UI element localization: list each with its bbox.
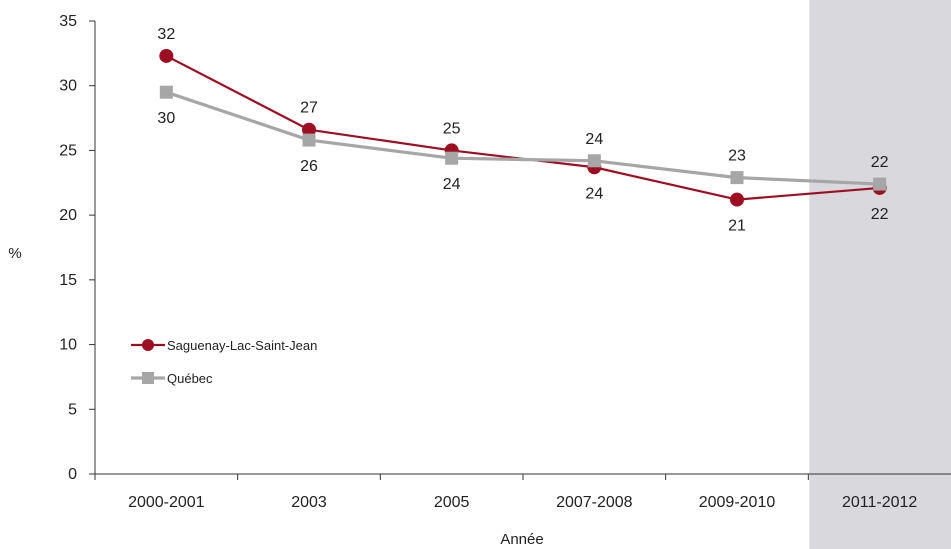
data-point-quebec xyxy=(159,85,173,99)
x-tick-label: 2007-2008 xyxy=(556,494,633,511)
data-label-quebec: 23 xyxy=(728,148,746,165)
data-point-quebec xyxy=(445,151,459,165)
data-point-quebec xyxy=(730,171,744,185)
legend-marker-quebec xyxy=(142,372,154,384)
x-axis-title: Année xyxy=(500,531,543,548)
data-label-quebec: 26 xyxy=(300,158,318,175)
data-point-quebec xyxy=(302,133,316,147)
legend-label-quebec: Québec xyxy=(167,371,213,386)
data-label-quebec: 24 xyxy=(443,176,461,193)
y-tick-label: 35 xyxy=(59,13,77,30)
y-tick-label: 10 xyxy=(59,337,77,354)
x-tick-label: 2003 xyxy=(291,494,327,511)
data-point-quebec xyxy=(873,177,887,191)
data-label-saguenay-lac-saint-jean: 25 xyxy=(443,120,461,137)
legend-marker-saguenay-lac-saint-jean xyxy=(142,339,154,351)
y-tick-label: 20 xyxy=(59,207,77,224)
data-label-quebec: 22 xyxy=(871,154,889,171)
data-point-saguenay-lac-saint-jean xyxy=(302,122,316,137)
data-point-quebec xyxy=(587,154,601,168)
data-label-saguenay-lac-saint-jean: 32 xyxy=(157,26,175,43)
y-tick-label: 25 xyxy=(59,142,77,159)
y-tick-label: 5 xyxy=(68,401,77,418)
series-line-quebec xyxy=(165,90,880,186)
y-tick-label: 0 xyxy=(68,466,77,483)
data-label-saguenay-lac-saint-jean: 27 xyxy=(300,100,318,117)
data-point-saguenay-lac-saint-jean xyxy=(730,192,744,207)
y-tick-label: 15 xyxy=(59,272,77,289)
y-tick-label: 30 xyxy=(59,78,77,95)
x-tick-label: 2009-2010 xyxy=(699,494,776,511)
data-label-quebec: 30 xyxy=(157,110,175,127)
data-label-saguenay-lac-saint-jean: 21 xyxy=(728,218,746,235)
x-tick-label: 2005 xyxy=(434,494,470,511)
highlight-band xyxy=(809,0,951,549)
data-label-saguenay-lac-saint-jean: 22 xyxy=(871,206,889,223)
data-label-saguenay-lac-saint-jean: 24 xyxy=(585,185,603,202)
legend-label-saguenay-lac-saint-jean: Saguenay-Lac-Saint-Jean xyxy=(167,338,317,353)
x-tick-label: 2000-2001 xyxy=(128,494,205,511)
data-label-quebec: 24 xyxy=(585,131,603,148)
x-tick-label: 2011-2012 xyxy=(842,494,917,511)
y-axis-title: % xyxy=(8,245,21,262)
data-point-saguenay-lac-saint-jean xyxy=(159,48,174,63)
